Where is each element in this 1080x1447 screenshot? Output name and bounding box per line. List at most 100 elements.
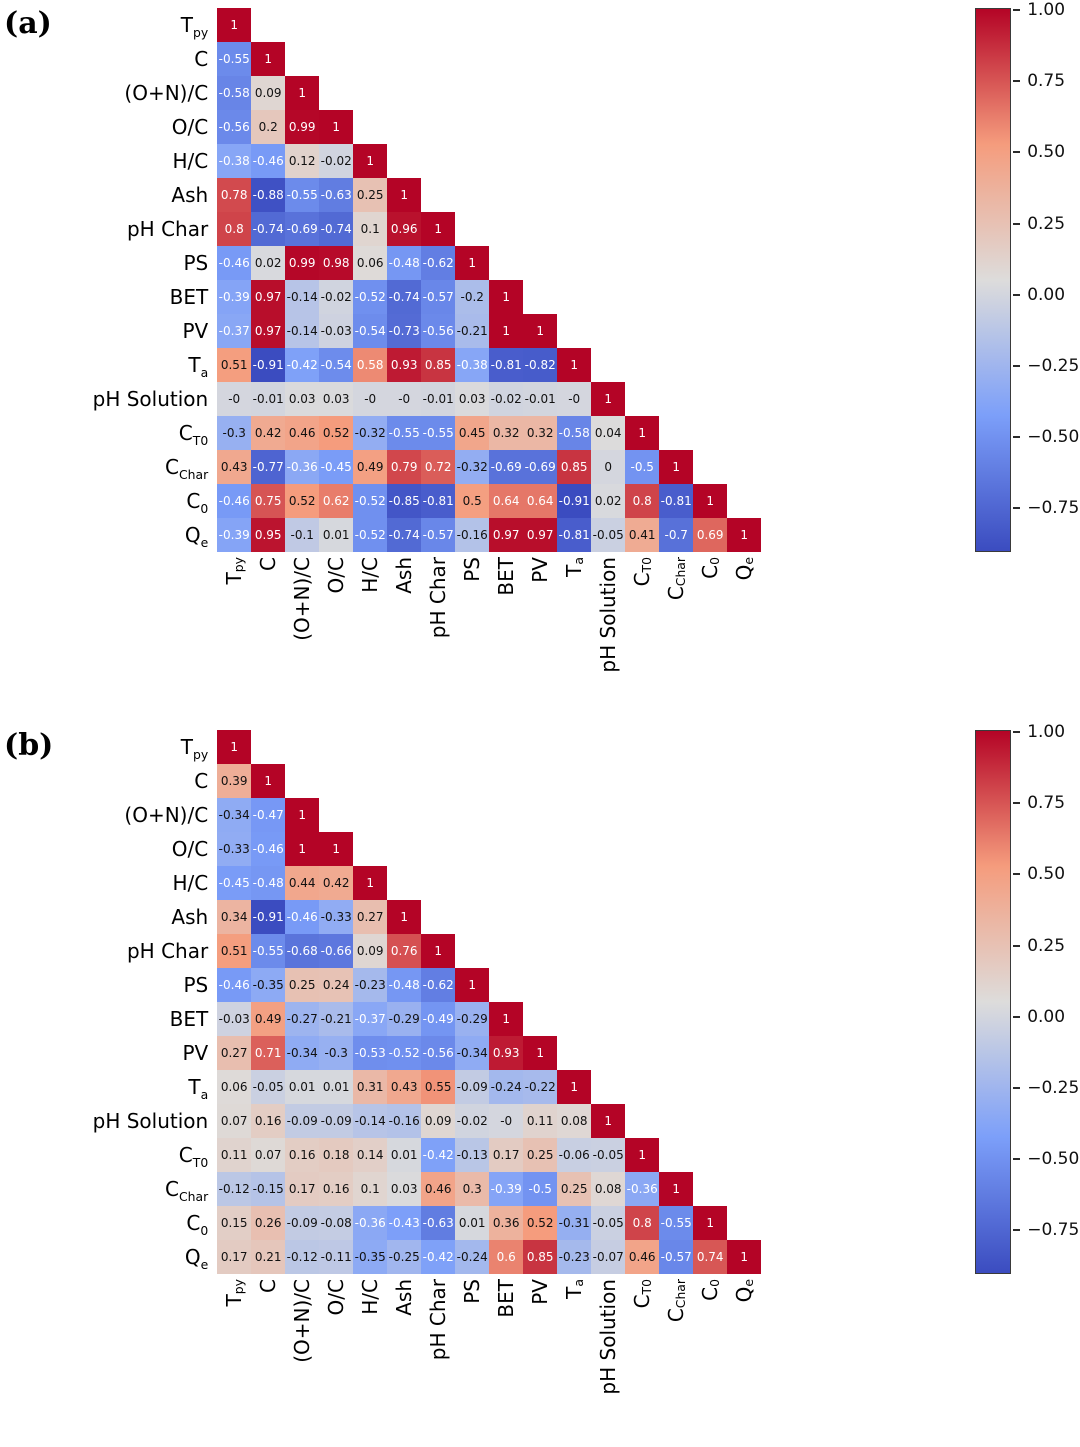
- heatmap-cell-empty: [319, 76, 353, 110]
- heatmap-cell: 0.98: [319, 246, 354, 280]
- heatmap-cell: -0.47: [251, 798, 286, 832]
- heatmap-cell-empty: [659, 730, 693, 764]
- heatmap-cell: 0.51: [217, 934, 252, 968]
- heatmap-cell: 0.01: [387, 1138, 422, 1172]
- heatmap-cell: -0.56: [217, 110, 252, 144]
- y-axis-label: Ta: [188, 353, 209, 380]
- heatmap-cell-empty: [591, 314, 625, 348]
- y-axis-label: C0: [186, 1211, 209, 1238]
- heatmap-cell: 1: [251, 764, 286, 798]
- heatmap-cell: -0.03: [217, 1002, 252, 1036]
- heatmap-cell-empty: [387, 76, 421, 110]
- heatmap-cell: -0.85: [387, 484, 422, 518]
- heatmap-cell-empty: [727, 1036, 761, 1070]
- heatmap-cell: -0.5: [523, 1172, 558, 1206]
- heatmap-cell: -0.82: [523, 348, 558, 382]
- heatmap-cell-empty: [489, 934, 523, 968]
- heatmap-cell: -0.12: [285, 1240, 320, 1274]
- y-axis-label: pH Solution: [92, 1109, 209, 1133]
- heatmap-cell: -0.37: [353, 1002, 388, 1036]
- heatmap-cell: 0.11: [523, 1104, 558, 1138]
- heatmap-cell: 1: [421, 212, 456, 246]
- heatmap-cell: -0.88: [251, 178, 286, 212]
- heatmap-cell-empty: [455, 764, 489, 798]
- colorbar-tick-label: −0.25: [1027, 356, 1080, 376]
- heatmap-cell-empty: [693, 8, 727, 42]
- heatmap-cell-empty: [659, 314, 693, 348]
- heatmap-cell-empty: [523, 212, 557, 246]
- heatmap-cell-empty: [591, 1002, 625, 1036]
- heatmap-cell: 0.72: [421, 450, 456, 484]
- heatmap-cell: -0.38: [455, 348, 490, 382]
- heatmap-cell: 0.62: [319, 484, 354, 518]
- heatmap-cell-empty: [557, 8, 591, 42]
- heatmap-cell: -0.09: [285, 1206, 320, 1240]
- heatmap-cell: 0.71: [251, 1036, 286, 1070]
- heatmap-cell-empty: [489, 866, 523, 900]
- heatmap-cell-empty: [591, 348, 625, 382]
- heatmap-cell: -0.55: [659, 1206, 694, 1240]
- y-axis-label: H/C: [172, 149, 209, 173]
- heatmap-cell-empty: [625, 212, 659, 246]
- heatmap-cell-empty: [625, 1070, 659, 1104]
- heatmap-cell-empty: [659, 1002, 693, 1036]
- heatmap-cell-empty: [693, 1070, 727, 1104]
- heatmap-cell-empty: [421, 42, 455, 76]
- x-axis-label: H/C: [358, 1279, 383, 1315]
- heatmap-cell: 0.49: [353, 450, 388, 484]
- heatmap-cell-empty: [727, 450, 761, 484]
- heatmap-cell: -0.39: [217, 518, 252, 552]
- heatmap-cell: 0.31: [353, 1070, 388, 1104]
- heatmap-cell-empty: [727, 76, 761, 110]
- heatmap-cell-empty: [693, 382, 727, 416]
- heatmap-cell-empty: [659, 1070, 693, 1104]
- heatmap-cell: -0.15: [251, 1172, 286, 1206]
- colorbar-tick-label: 0.00: [1027, 1006, 1066, 1027]
- heatmap-cell: -0.34: [217, 798, 252, 832]
- heatmap-cell: 0.17: [489, 1138, 524, 1172]
- heatmap-cell: 0.78: [217, 178, 252, 212]
- heatmap-cell: 0.55: [421, 1070, 456, 1104]
- heatmap-cell-empty: [693, 246, 727, 280]
- heatmap-cell: 0.06: [217, 1070, 252, 1104]
- heatmap-cell-empty: [591, 8, 625, 42]
- heatmap-cell: 0.52: [523, 1206, 558, 1240]
- heatmap-cell-empty: [693, 110, 727, 144]
- heatmap-cell-empty: [455, 730, 489, 764]
- heatmap-cell: -0.25: [387, 1240, 422, 1274]
- heatmap-cell-empty: [455, 866, 489, 900]
- y-axis-label: Ash: [171, 905, 209, 929]
- heatmap-cell-empty: [421, 8, 455, 42]
- heatmap-cell-empty: [557, 1002, 591, 1036]
- heatmap-cell-empty: [693, 1104, 727, 1138]
- heatmap-grid: 1 -0.55 1 -0.58 0.09 1 -0.56 0.2 0.99 1 -0.38 -0.46…: [217, 8, 762, 552]
- heatmap-cell-empty: [693, 450, 727, 484]
- heatmap-cell-empty: [727, 832, 761, 866]
- colorbar-tick-label: 0.25: [1027, 213, 1066, 234]
- heatmap-cell-empty: [727, 314, 761, 348]
- heatmap-cell-empty: [659, 934, 693, 968]
- x-axis-label: BET: [494, 1279, 519, 1318]
- y-axis-label: O/C: [171, 115, 209, 139]
- x-axis-label: Qe: [732, 557, 757, 581]
- heatmap-cell-empty: [727, 178, 761, 212]
- heatmap-cell-empty: [693, 1172, 727, 1206]
- heatmap-cell: 1: [693, 1206, 728, 1240]
- heatmap-cell-empty: [251, 730, 285, 764]
- heatmap-cell-empty: [523, 832, 557, 866]
- x-axis-label: O/C: [324, 1279, 349, 1316]
- heatmap-cell: 1: [489, 1002, 524, 1036]
- heatmap-cell: 0.18: [319, 1138, 354, 1172]
- heatmap-cell: 0.39: [217, 764, 252, 798]
- colorbar-tick: [1013, 1087, 1021, 1089]
- heatmap-cell: 0.97: [251, 280, 286, 314]
- heatmap-cell-empty: [693, 1138, 727, 1172]
- heatmap-cell-empty: [591, 934, 625, 968]
- heatmap-cell: -0.29: [455, 1002, 490, 1036]
- heatmap-cell: 0.85: [421, 348, 456, 382]
- heatmap-cell-empty: [625, 280, 659, 314]
- heatmap-cell: 1: [217, 730, 252, 764]
- heatmap-cell-empty: [625, 934, 659, 968]
- heatmap-cell: -0.5: [625, 450, 660, 484]
- heatmap-cell-empty: [591, 1036, 625, 1070]
